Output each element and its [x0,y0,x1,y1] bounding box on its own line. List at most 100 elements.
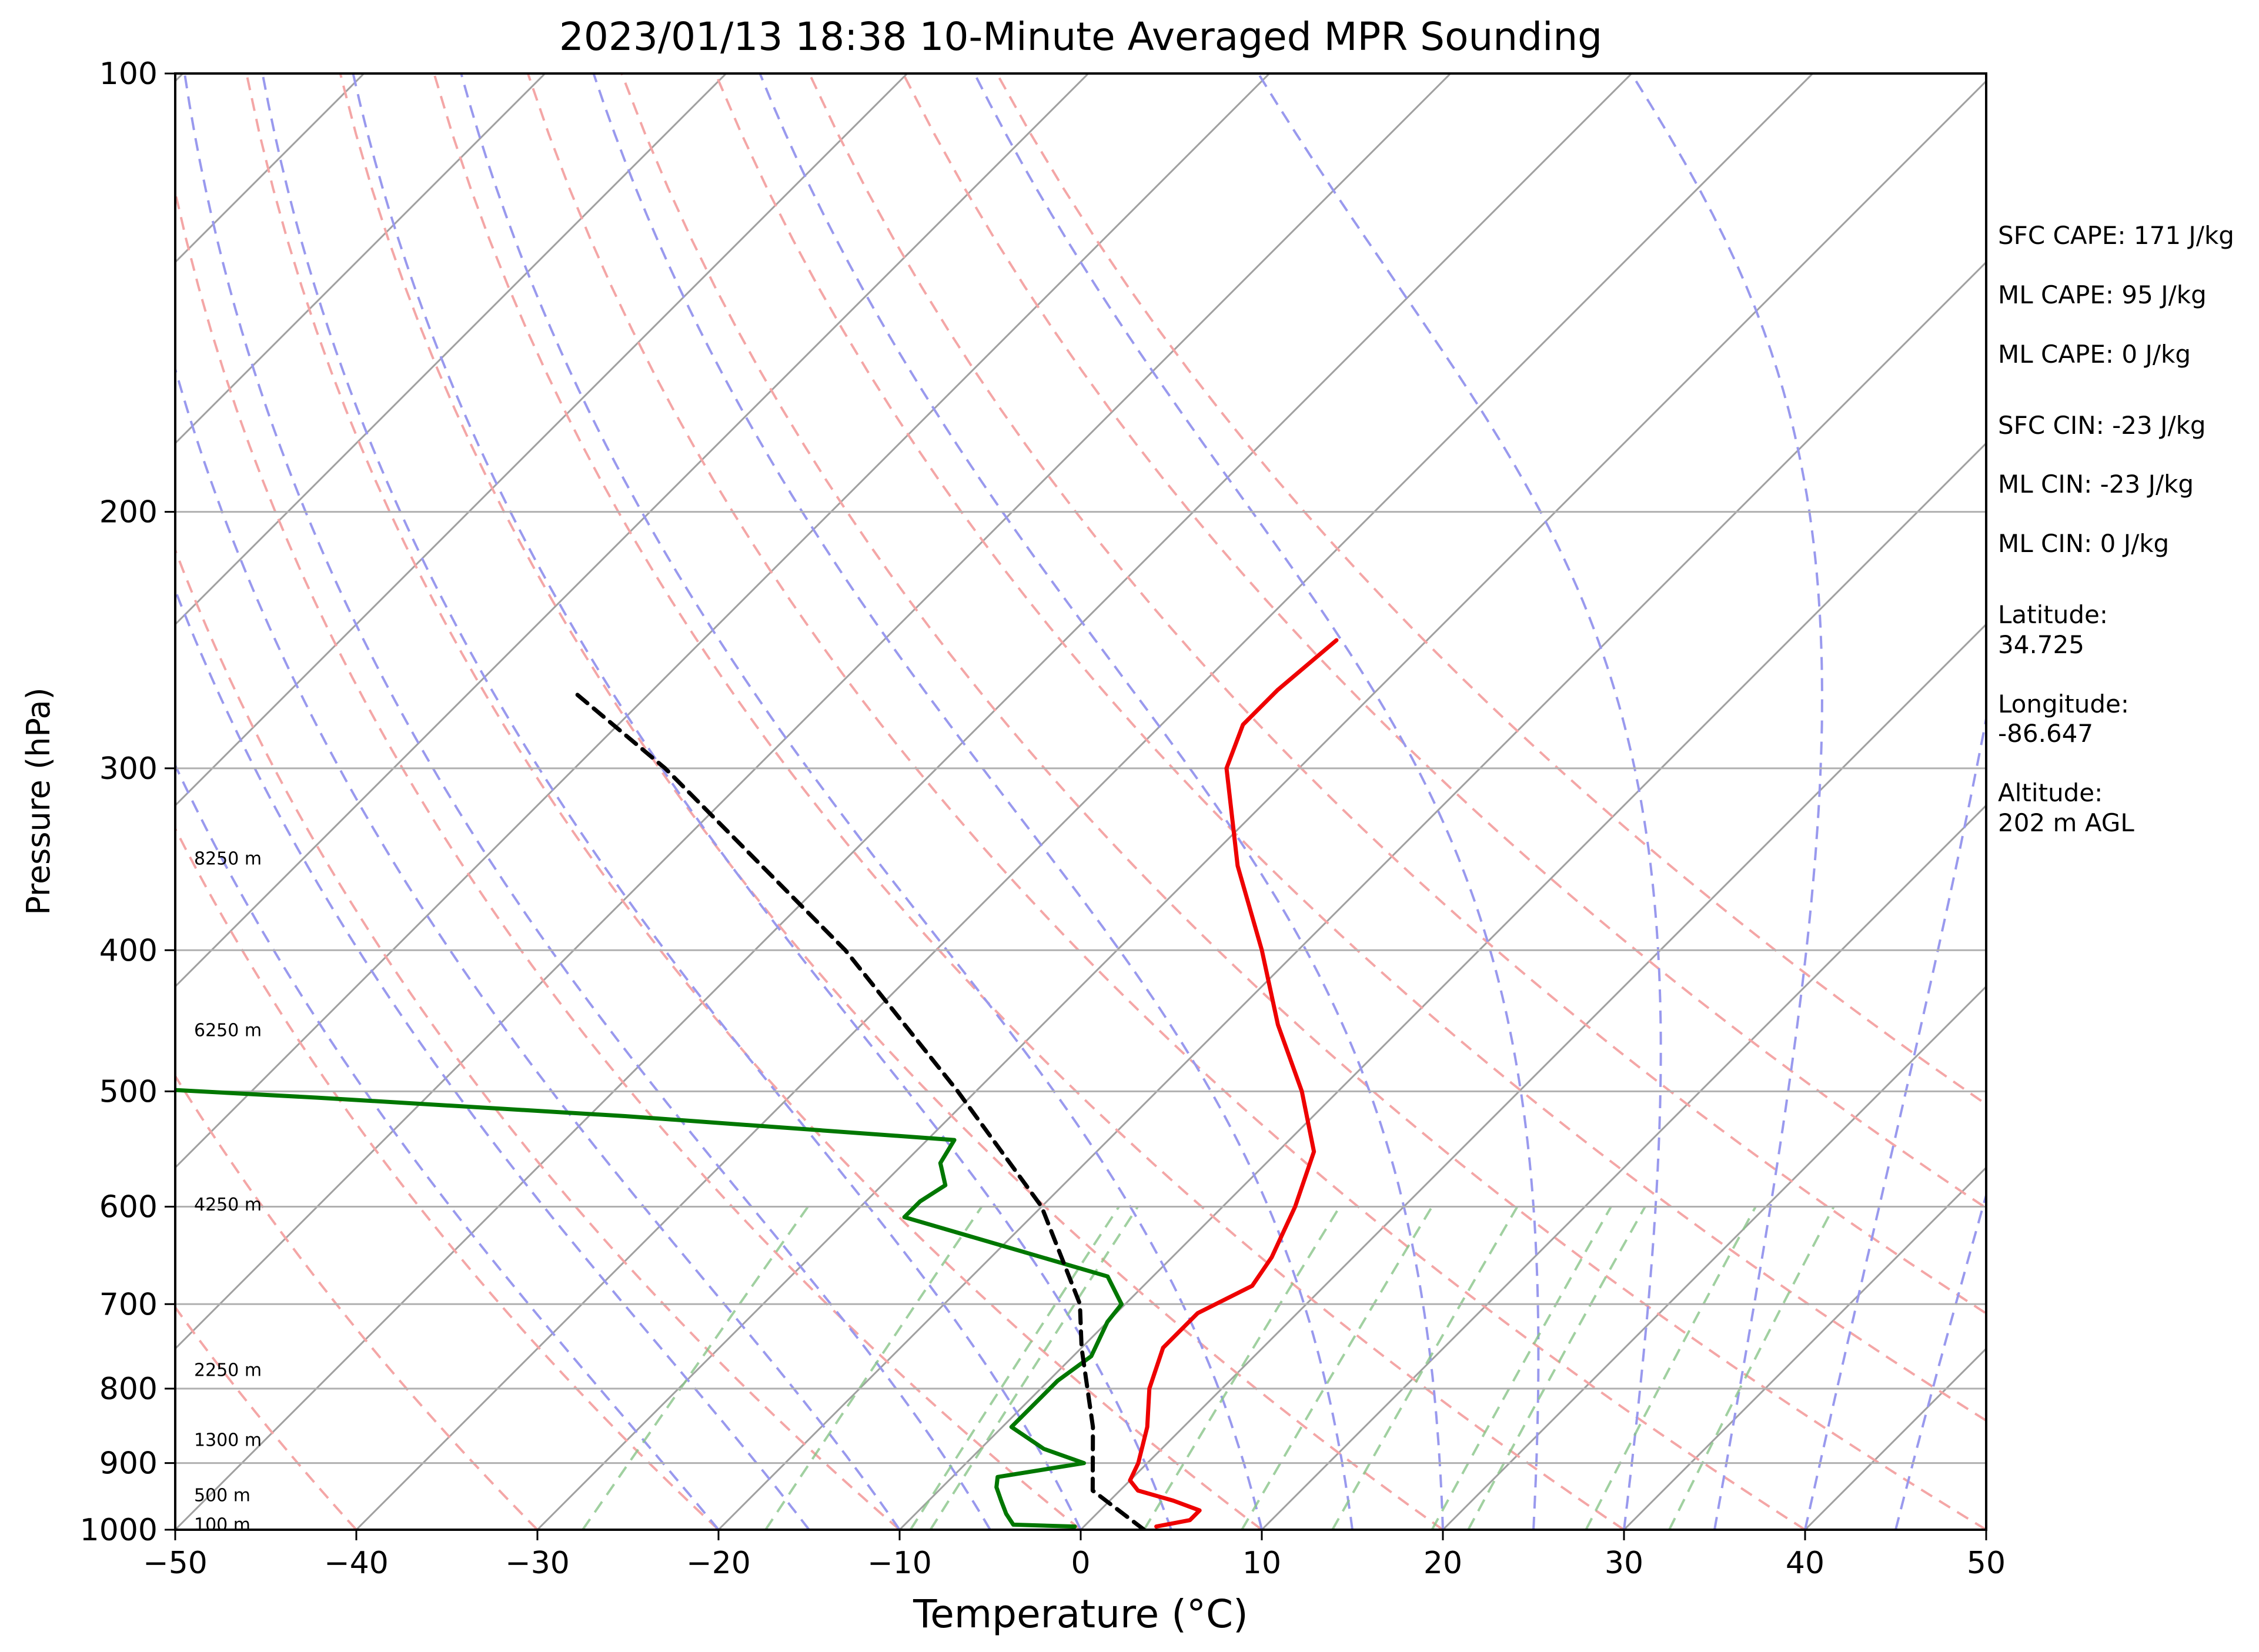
y-tick-label: 200 [99,495,158,530]
x-tick-label: −30 [505,1546,570,1581]
dry-adiabat-line [433,73,1625,1530]
y-tick-label: 900 [99,1446,158,1482]
isotherm-line [175,73,1452,1350]
moist-adiabat-line [183,73,991,1530]
isotherm-line [175,73,908,807]
altitude-value: 202 m AGL [1998,808,2134,837]
mixing-ratio-line [1467,1206,1646,1530]
mixing-ratio-line [1143,1206,1341,1530]
isotherm-line [0,73,2,1530]
latitude-value: 34.725 [1998,630,2084,659]
y-tick-label: 500 [99,1074,158,1109]
dry-adiabat-line [526,73,1806,1530]
chart-title: 2023/01/13 18:38 10-Minute Averaged MPR … [559,14,1602,59]
isotherm-line [536,79,1986,1530]
mixing-ratio-line [1431,1206,1612,1530]
dry-adiabat-line [714,73,1986,1422]
isotherm-line [175,73,727,626]
latitude-label: Latitude: [1998,600,2108,629]
height-label: 2250 m [194,1360,262,1381]
y-axis-label: Pressure (hPa) [20,687,57,915]
x-tick-label: 30 [1605,1546,1643,1581]
isotherm-line [175,73,1633,1530]
dewpoint-profile-line [175,1088,1124,1529]
isotherm-line [175,73,1090,988]
stat-sfc-cape: SFC CAPE: 171 J/kg [1998,221,2234,250]
temperature-profile-line [1128,638,1339,1529]
y-tick-label: 700 [99,1287,158,1322]
moist-adiabat-line [973,73,1540,1530]
mixing-ratio-line [582,1206,809,1530]
x-tick-label: 10 [1242,1546,1281,1581]
dry-adiabat-line [902,73,1986,1210]
moist-adiabat-line [758,73,1444,1530]
x-tick-label: −10 [867,1546,932,1581]
moist-adiabat-line [352,73,1172,1530]
stat-ml-cape: ML CAPE: 95 J/kg [1998,280,2207,309]
x-tick-label: −40 [324,1546,389,1581]
y-tick-label: 600 [99,1189,158,1225]
height-label: 1300 m [194,1430,262,1451]
height-label: 500 m [194,1485,250,1506]
isotherm-line [1261,804,1986,1530]
isotherm-line [355,73,1814,1530]
stat-sfc-cin: SFC CIN: -23 J/kg [1998,411,2206,440]
mixing-ratio-line [1668,1206,1835,1530]
y-axis: 100 200 300 400 500 600 700 800 900 1000 [80,56,175,1548]
x-tick-label: 40 [1786,1546,1824,1581]
isotherm-line [175,73,1271,1169]
moist-adiabat-line [1257,73,1662,1530]
dry-adiabat-line [175,546,901,1530]
moist-adiabat-line [175,587,810,1530]
dry-adiabat-line [339,73,1444,1530]
dry-adiabat-line [808,73,1986,1315]
altitude-label: Altitude: [1998,778,2103,807]
mixing-ratio-line [909,1206,1120,1530]
dry-adiabat-line [995,73,1986,1106]
dry-adiabat-line [245,73,1263,1530]
x-tick-label: 0 [1071,1546,1090,1581]
moist-adiabat-line [460,73,1263,1530]
isotherm-line [717,260,1986,1530]
series-layer [175,638,1339,1530]
dry-adiabat-line [175,826,720,1530]
moist-adiabat-line [261,73,1082,1530]
height-label: 8250 m [194,848,262,869]
dry-adiabat-line [175,1305,357,1530]
dry-adiabat-line [175,1074,539,1530]
height-label: 100 m [194,1514,250,1535]
dry-adiabat-line [620,73,1986,1530]
y-tick-label: 800 [99,1372,158,1407]
x-tick-label: 20 [1423,1546,1462,1581]
stat-ml-cape-2: ML CAPE: 0 J/kg [1998,340,2191,369]
moist-adiabat-line [1894,1190,1986,1530]
height-label: 6250 m [194,1021,262,1041]
isotherm-line [898,442,1986,1530]
moist-adiabat-line [592,73,1354,1530]
x-tick-label: −20 [686,1546,751,1581]
y-tick-label: 300 [99,751,158,787]
dry-adiabat-line [175,187,1082,1530]
longitude-label: Longitude: [1998,690,2129,718]
y-tick-label: 1000 [80,1513,158,1548]
background-lines [0,73,1986,1530]
longitude-value: -86.647 [1998,719,2093,748]
isotherm-line [175,73,546,445]
stats-panel: SFC CAPE: 171 J/kg ML CAPE: 95 J/kg ML C… [1998,221,2234,837]
moist-adiabat-line [175,763,720,1530]
x-tick-label: 50 [1967,1546,2006,1581]
y-tick-label: 100 [99,56,158,92]
x-axis: −50 −40 −30 −20 −10 0 10 20 30 40 50 [143,1530,2006,1581]
x-tick-label: −50 [143,1546,208,1581]
moist-adiabat-line [1630,73,1823,1530]
isotherm-line [1442,985,1986,1530]
moist-adiabat-line [175,364,901,1530]
stat-ml-cin-2: ML CIN: 0 J/kg [1998,529,2169,558]
height-labels: 100 m 500 m 1300 m 2250 m 4250 m 6250 m 8250 m [194,848,262,1535]
mixing-ratio-line [1331,1206,1519,1530]
parcel-path-line [569,687,1147,1530]
mixing-ratio-line [1241,1206,1433,1530]
isotherm-line [1623,1166,1986,1530]
height-label: 4250 m [194,1195,262,1215]
